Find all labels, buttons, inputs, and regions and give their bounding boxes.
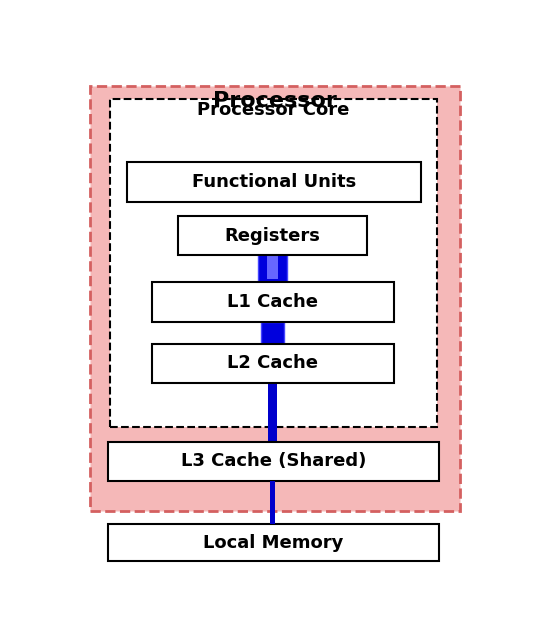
FancyBboxPatch shape xyxy=(108,442,439,481)
FancyBboxPatch shape xyxy=(257,216,287,282)
FancyBboxPatch shape xyxy=(110,99,437,427)
Text: Local Memory: Local Memory xyxy=(203,534,344,552)
FancyBboxPatch shape xyxy=(90,86,460,510)
FancyBboxPatch shape xyxy=(268,383,277,442)
FancyBboxPatch shape xyxy=(178,216,367,255)
Text: L1 Cache: L1 Cache xyxy=(227,293,318,311)
FancyBboxPatch shape xyxy=(152,344,394,383)
Text: L2 Cache: L2 Cache xyxy=(227,354,318,373)
Text: L3 Cache (Shared): L3 Cache (Shared) xyxy=(181,452,366,471)
FancyBboxPatch shape xyxy=(152,282,394,322)
FancyBboxPatch shape xyxy=(267,220,278,279)
FancyBboxPatch shape xyxy=(261,322,284,344)
Text: Functional Units: Functional Units xyxy=(192,173,356,191)
FancyBboxPatch shape xyxy=(108,524,439,561)
Text: Registers: Registers xyxy=(225,227,320,245)
Text: Processor Core: Processor Core xyxy=(198,101,350,118)
FancyBboxPatch shape xyxy=(270,481,274,524)
Text: Processor: Processor xyxy=(213,91,336,111)
FancyBboxPatch shape xyxy=(127,162,421,201)
